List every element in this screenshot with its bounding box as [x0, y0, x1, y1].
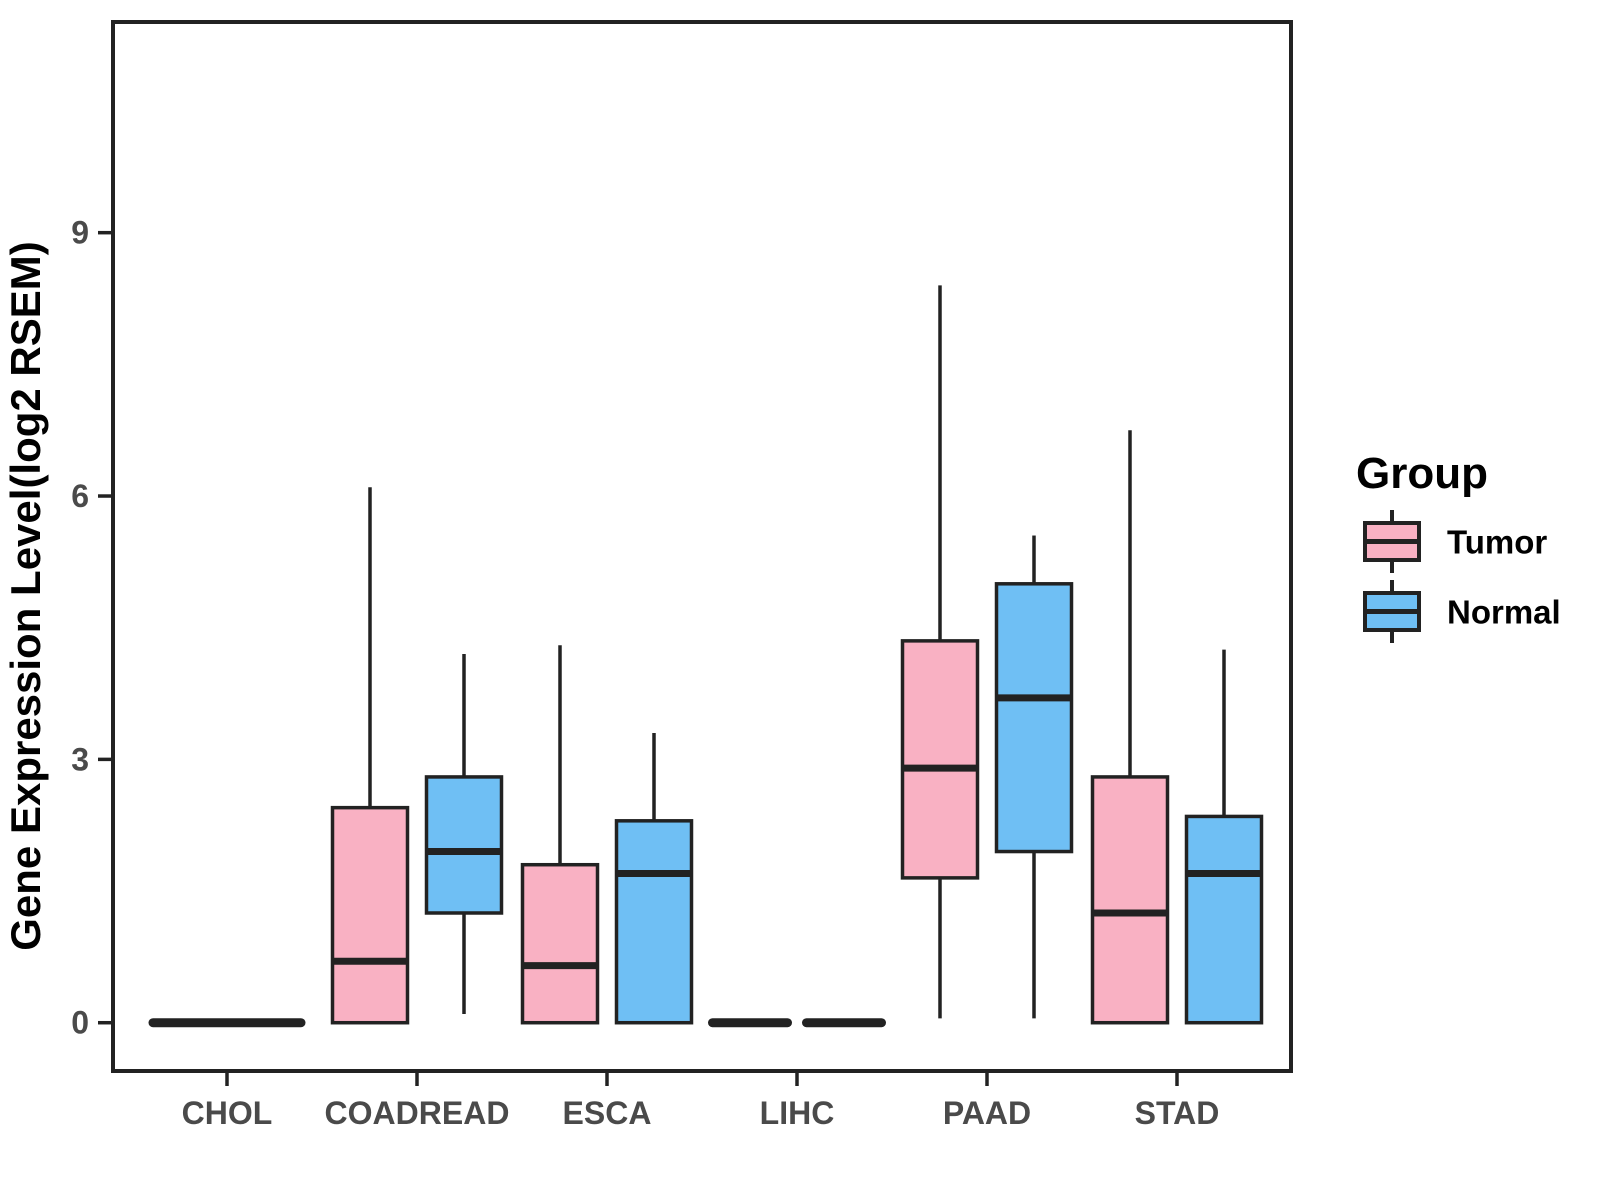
y-tick-label-3: 3	[71, 741, 89, 777]
box-tumor-stad	[1090, 775, 1170, 1025]
legend-label-normal: Normal	[1447, 594, 1561, 631]
box-normal-coadread	[424, 775, 504, 915]
box-tumor-coadread	[330, 805, 410, 1025]
legend-label-tumor: Tumor	[1447, 524, 1547, 561]
y-tick-label-0: 0	[71, 1005, 89, 1041]
box-tumor-paad	[900, 639, 980, 880]
y-axis-title: Gene Expression Level(log2 RSEM)	[2, 241, 49, 951]
x-tick-label-ESCA: ESCA	[563, 1095, 652, 1131]
box-normal-esca	[614, 819, 694, 1025]
y-tick-label-6: 6	[71, 478, 89, 514]
x-tick-label-COADREAD: COADREAD	[325, 1095, 510, 1131]
x-tick-label-STAD: STAD	[1135, 1095, 1220, 1131]
y-tick-label-9: 9	[71, 215, 89, 251]
box-tumor-esca	[520, 862, 600, 1025]
x-tick-label-CHOL: CHOL	[182, 1095, 273, 1131]
box-normal-stad	[1184, 814, 1264, 1025]
x-tick-label-LIHC: LIHC	[760, 1095, 835, 1131]
x-tick-label-PAAD: PAAD	[943, 1095, 1031, 1131]
box-normal-paad	[994, 582, 1074, 854]
legend-title: Group	[1356, 449, 1488, 498]
